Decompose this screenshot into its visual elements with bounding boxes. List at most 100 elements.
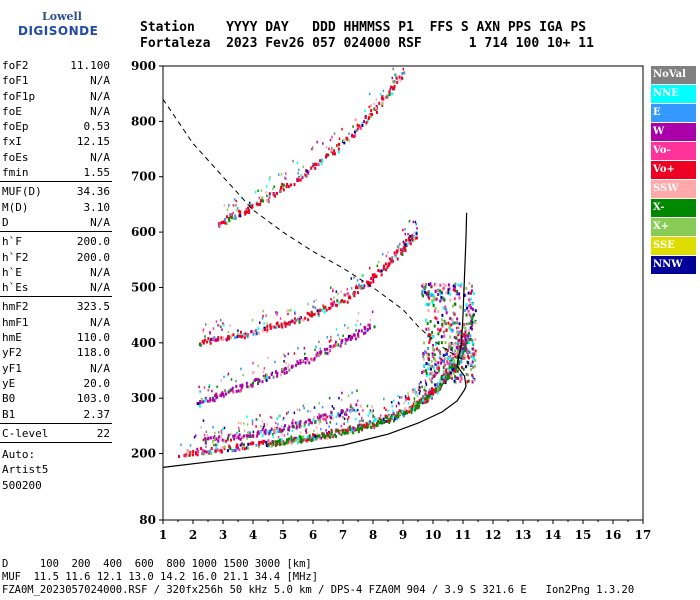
echo-mark	[349, 296, 352, 300]
echo-mark	[298, 425, 301, 429]
echo-mark	[263, 424, 266, 428]
echo-mark	[289, 320, 292, 324]
echo-mark	[425, 302, 428, 306]
echo-mark	[436, 385, 439, 389]
echo-mark	[346, 408, 349, 412]
echo-mark	[287, 410, 290, 414]
echo-mark	[408, 238, 411, 242]
echo-mark	[331, 135, 333, 139]
echo-mark	[196, 447, 199, 451]
echo-mark	[210, 338, 213, 342]
echo-mark	[360, 428, 363, 432]
echo-mark	[463, 343, 466, 347]
echo-mark	[413, 397, 416, 400]
echo-mark	[466, 341, 469, 345]
echo-mark	[472, 292, 475, 296]
echo-mark	[458, 292, 461, 296]
x-tick-label: 6	[309, 528, 317, 542]
echo-mark	[396, 80, 399, 84]
param-name: foEp	[2, 120, 29, 134]
echo-mark	[337, 147, 340, 151]
echo-mark	[208, 383, 211, 387]
echo-mark	[381, 253, 384, 256]
echo-mark	[201, 448, 204, 452]
echo-mark	[448, 287, 451, 291]
echo-mark	[441, 324, 444, 328]
echo-mark	[362, 120, 365, 124]
echo-mark	[280, 322, 283, 326]
echo-mark	[250, 330, 253, 334]
echo-mark	[441, 322, 444, 326]
echo-mark	[279, 373, 282, 377]
param-row: foEp 0.53	[0, 119, 112, 134]
echo-mark	[387, 417, 390, 421]
param-name: foF1	[2, 74, 29, 88]
echo-mark	[456, 369, 459, 373]
echo-mark	[270, 427, 273, 431]
echo-mark	[364, 116, 367, 120]
echo-mark	[437, 361, 440, 365]
x-tick-label: 1	[159, 528, 167, 542]
echo-mark	[198, 385, 200, 389]
echo-mark	[246, 210, 249, 214]
echo-mark	[451, 346, 454, 350]
echo-mark	[425, 327, 428, 331]
echo-mark	[236, 335, 239, 339]
echo-mark	[319, 420, 322, 424]
echo-mark	[446, 377, 449, 381]
echo-mark	[219, 449, 222, 453]
echo-mark	[218, 435, 221, 439]
echo-mark	[446, 361, 449, 365]
echo-mark	[439, 289, 442, 293]
echo-mark	[310, 421, 313, 425]
echo-mark	[296, 422, 299, 426]
echo-mark	[388, 93, 391, 97]
echo-mark	[375, 422, 378, 426]
echo-mark	[453, 379, 456, 383]
echo-mark	[445, 369, 448, 373]
param-row: h`Es N/A	[0, 280, 112, 295]
echo-mark	[235, 434, 238, 438]
echo-mark	[453, 285, 456, 289]
echo-mark	[227, 337, 230, 341]
echo-mark	[353, 333, 356, 337]
echo-mark	[431, 344, 434, 348]
echo-mark	[407, 232, 409, 236]
echo-mark	[472, 347, 475, 351]
echo-mark	[294, 363, 297, 367]
echo-mark	[323, 434, 326, 438]
echo-mark	[442, 360, 445, 364]
echo-mark	[464, 308, 467, 312]
echo-mark	[255, 202, 258, 206]
echo-mark	[463, 354, 466, 358]
echo-mark	[410, 411, 413, 415]
echo-mark	[249, 435, 252, 439]
legend-item: NoVal	[651, 66, 696, 85]
echo-mark	[404, 243, 407, 247]
param-row: foF1 N/A	[0, 73, 112, 88]
echo-mark	[272, 191, 275, 195]
echo-mark	[369, 318, 372, 322]
echo-mark	[454, 353, 457, 356]
echo-mark	[342, 430, 345, 434]
distance-row: D 100 200 400 600 800 1000 1500 3000 [km…	[2, 558, 312, 570]
header-labels: Station YYYY DAY DDD HHMMSS P1 FFS S AXN…	[140, 20, 587, 35]
echo-mark	[348, 138, 351, 142]
echo-mark	[309, 436, 312, 440]
y-tick-label: 200	[131, 447, 156, 461]
echo-mark	[212, 436, 215, 440]
echo-mark	[300, 440, 303, 444]
echo-mark	[356, 399, 359, 403]
echo-mark	[427, 292, 430, 296]
echo-mark	[280, 173, 283, 176]
echo-mark	[439, 387, 442, 391]
echo-mark	[276, 371, 279, 375]
echo-mark	[307, 437, 310, 441]
echo-mark	[449, 342, 452, 346]
echo-mark	[249, 204, 252, 207]
echo-mark	[226, 208, 229, 211]
echo-mark	[221, 445, 224, 449]
echo-mark	[274, 325, 277, 329]
echo-mark	[361, 123, 364, 127]
x-tick-label: 7	[339, 528, 347, 542]
